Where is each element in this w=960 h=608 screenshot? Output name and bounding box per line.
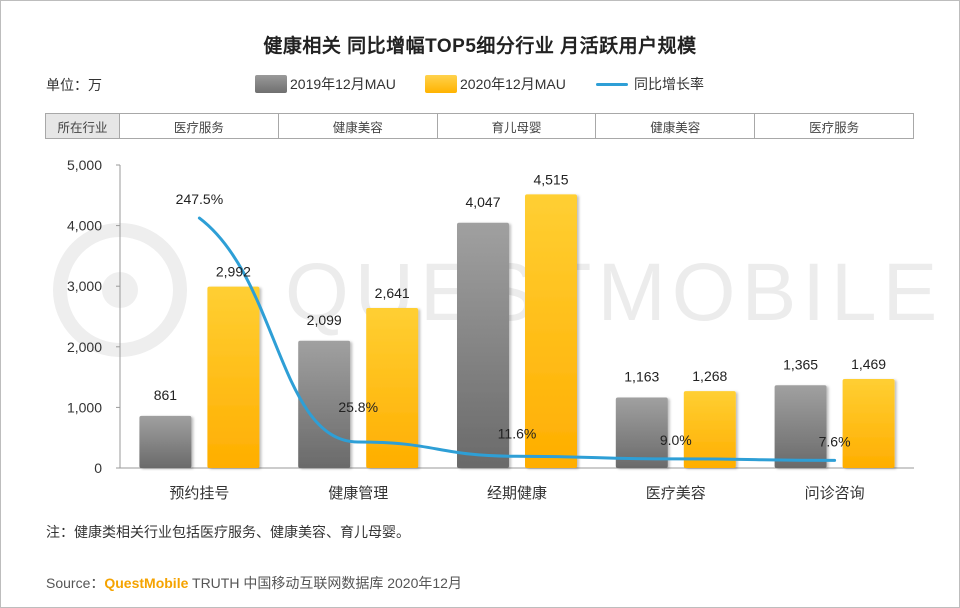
x-tick-label: 经期健康 — [487, 485, 547, 502]
y-tick-label: 4,000 — [67, 218, 102, 234]
bar-2020 — [683, 391, 736, 468]
footnote: 注：健康类相关行业包括医疗服务、健康美容、育儿母婴。 — [46, 524, 410, 540]
data-label-2019: 1,365 — [783, 356, 818, 372]
legend-label-growth: 同比增长率 — [634, 76, 704, 92]
y-tick-label: 5,000 — [67, 157, 102, 173]
source-brand: QuestMobile — [104, 575, 189, 591]
source-suffix: TRUTH 中国移动互联网数据库 2020年12月 — [188, 575, 462, 591]
data-label-2019: 4,047 — [465, 194, 500, 210]
x-tick-label: 医疗美容 — [646, 485, 706, 502]
chart-title: 健康相关 同比增幅TOP5细分行业 月活跃用户规模 — [263, 36, 697, 57]
bar-2020 — [842, 378, 895, 468]
data-label-2019: 2,099 — [307, 312, 342, 328]
bar-2019 — [774, 385, 827, 468]
y-tick-label: 2,000 — [67, 339, 102, 355]
growth-rate-label: 25.8% — [338, 399, 378, 415]
legend-item-2020: 2020年12月MAU — [425, 74, 566, 94]
x-tick-label: 问诊咨询 — [805, 485, 865, 502]
growth-rate-line — [197, 216, 837, 462]
legend-swatch-2019 — [255, 75, 287, 93]
data-label-2020: 4,515 — [533, 171, 568, 187]
bar-2019 — [139, 415, 192, 468]
y-tick-label: 0 — [94, 460, 102, 476]
industry-cell: 健康美容 — [595, 114, 754, 138]
industry-table-header: 所在行业 — [46, 114, 119, 138]
industry-table: 所在行业 医疗服务 健康美容 育儿母婴 健康美容 医疗服务 — [45, 113, 914, 139]
industry-cell: 健康美容 — [277, 114, 437, 138]
unit-label: 单位：万 — [46, 77, 102, 93]
data-label-2020: 2,992 — [216, 264, 251, 280]
legend-label-2019: 2019年12月MAU — [290, 76, 396, 92]
data-label-2019: 861 — [154, 387, 178, 403]
industry-cell: 医疗服务 — [754, 114, 913, 138]
growth-rate-label: 11.6% — [498, 425, 537, 441]
source-prefix: Source： — [46, 575, 105, 591]
legend-item-growth: 同比增长率 — [596, 74, 704, 94]
source-line: Source：QuestMobile TRUTH 中国移动互联网数据库 2020… — [46, 573, 462, 593]
y-tick-label: 3,000 — [67, 278, 102, 294]
data-label-2020: 1,268 — [692, 368, 727, 384]
legend-item-2019: 2019年12月MAU — [255, 74, 396, 94]
legend-swatch-2020 — [425, 75, 457, 93]
bar-2020 — [525, 194, 577, 469]
bar-2019 — [615, 397, 668, 468]
growth-rate-label: 9.0% — [660, 432, 692, 448]
bar-2020 — [207, 286, 260, 468]
bar-2020 — [366, 307, 419, 468]
x-tick-label: 预约挂号 — [169, 485, 229, 502]
legend-swatch-growth — [596, 82, 628, 86]
x-tick-label: 健康管理 — [328, 485, 388, 502]
growth-rate-label: 247.5% — [176, 191, 223, 207]
data-label-2020: 1,469 — [851, 356, 886, 372]
data-label-2019: 1,163 — [624, 369, 659, 385]
growth-rate-label: 7.6% — [819, 433, 851, 449]
y-tick-label: 1,000 — [67, 399, 102, 415]
industry-cell: 医疗服务 — [119, 114, 278, 138]
data-label-2020: 2,641 — [375, 285, 410, 301]
industry-cell: 育儿母婴 — [436, 114, 596, 138]
bar-2019 — [457, 222, 509, 468]
legend-label-2020: 2020年12月MAU — [460, 76, 566, 92]
